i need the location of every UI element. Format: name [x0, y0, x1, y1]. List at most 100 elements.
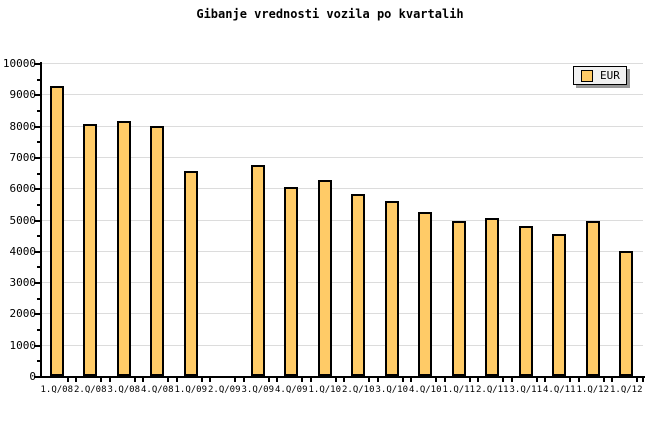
- bar-1.Q/11: [451, 221, 466, 376]
- x-axis-label: 3.Q/11: [509, 385, 542, 395]
- gridline: [42, 63, 643, 64]
- x-minor-tick: [443, 378, 446, 382]
- x-minor-tick: [142, 378, 144, 382]
- x-minor-tick: [577, 378, 580, 382]
- y-axis-label: 0: [29, 370, 36, 383]
- bar-1.Q/12: [585, 221, 600, 376]
- gridline: [42, 188, 643, 190]
- gridline: [42, 250, 643, 252]
- y-axis: [40, 62, 42, 378]
- bar-1.Q/10: [317, 180, 332, 376]
- x-minor-tick: [569, 378, 572, 382]
- y-major-tick: [34, 188, 40, 191]
- bar-3.Q/11: [518, 225, 533, 376]
- x-axis-label: 1.Q/09: [174, 385, 207, 395]
- legend-color-swatch: [581, 69, 593, 82]
- bar-3.Q/09: [250, 164, 265, 376]
- x-minor-tick: [267, 378, 270, 382]
- y-axis-label: 9000: [9, 88, 37, 102]
- x-axis-label: 2.Q/11: [475, 385, 509, 395]
- y-minor-tick: [37, 360, 40, 363]
- x-axis-label: 4.Q/10: [408, 385, 442, 395]
- y-minor-tick: [37, 172, 40, 175]
- gridline: [42, 282, 643, 284]
- y-major-tick: [34, 313, 40, 316]
- bar-4.Q/11: [552, 233, 567, 376]
- x-axis-label: 3.Q/10: [375, 385, 408, 395]
- x-minor-tick: [234, 378, 237, 382]
- gridline: [42, 156, 643, 158]
- x-minor-tick: [502, 378, 505, 382]
- bar-4.Q/10: [418, 211, 433, 376]
- x-minor-tick: [535, 378, 538, 382]
- y-major-tick: [34, 156, 40, 159]
- bar-2.Q/10: [351, 194, 366, 376]
- x-axis-label: 1.Q/11: [442, 385, 475, 395]
- y-minor-tick: [37, 203, 40, 206]
- bar-3.Q/10: [384, 200, 399, 376]
- x-minor-tick: [301, 378, 304, 382]
- x-minor-tick: [602, 378, 605, 382]
- y-axis-label: 8000: [9, 119, 37, 133]
- bar-1.Q/08: [49, 86, 64, 376]
- x-minor-tick: [368, 378, 371, 382]
- x-minor-tick: [309, 378, 312, 382]
- y-axis-label: 3000: [9, 276, 37, 290]
- y-major-tick: [34, 63, 40, 65]
- y-minor-tick: [37, 78, 40, 81]
- x-axis-label: 4.Q/08: [140, 385, 174, 395]
- bar-4.Q/08: [150, 125, 165, 376]
- x-axis-label: 2.Q/10: [341, 385, 375, 395]
- y-axis-label: 6000: [9, 182, 37, 196]
- x-minor-tick: [401, 378, 404, 382]
- gridline: [42, 125, 643, 127]
- bar-1.Q/12: [619, 250, 634, 376]
- x-minor-tick: [200, 378, 203, 382]
- x-minor-tick: [175, 378, 178, 382]
- y-axis-label: 2000: [9, 307, 37, 321]
- y-axis-label: 1000: [9, 338, 37, 352]
- y-minor-tick: [37, 297, 40, 300]
- x-minor-tick: [435, 378, 438, 382]
- y-axis-label: 7000: [9, 150, 37, 164]
- x-axis-label: 1.Q/08: [40, 385, 73, 395]
- chart-title: Gibanje vrednosti vozila po kvartalih: [196, 7, 464, 21]
- x-axis-label: 2.Q/08: [73, 385, 107, 395]
- x-minor-tick: [108, 378, 111, 382]
- x-minor-tick: [133, 378, 136, 382]
- x-axis-label: 3.Q/08: [107, 385, 140, 395]
- gridline: [42, 313, 643, 315]
- y-major-tick: [34, 94, 40, 97]
- bar-3.Q/08: [116, 120, 131, 376]
- x-minor-tick: [468, 378, 471, 382]
- x-axis-label: 4.Q/11: [542, 385, 576, 395]
- y-major-tick: [34, 250, 40, 253]
- y-major-tick: [34, 344, 40, 347]
- x-minor-tick: [477, 378, 479, 382]
- y-axis-label: 4000: [9, 244, 37, 258]
- x-axis: [40, 376, 645, 378]
- bar-2.Q/11: [485, 217, 500, 376]
- x-minor-tick: [276, 378, 278, 382]
- x-minor-tick: [167, 378, 170, 382]
- y-major-tick: [34, 219, 40, 222]
- x-minor-tick: [209, 378, 211, 382]
- x-minor-tick: [510, 378, 513, 382]
- x-minor-tick: [611, 378, 613, 382]
- x-axis-label: 1.Q/12: [609, 385, 643, 395]
- y-minor-tick: [37, 141, 40, 144]
- x-minor-tick: [636, 378, 639, 382]
- y-axis-label: 10000: [2, 57, 36, 70]
- x-minor-tick: [410, 378, 412, 382]
- y-minor-tick: [37, 235, 40, 238]
- x-axis-label: 4.Q/09: [274, 385, 308, 395]
- y-major-tick: [34, 376, 40, 378]
- y-minor-tick: [37, 109, 40, 112]
- x-minor-tick: [544, 378, 546, 382]
- gridline: [42, 344, 643, 346]
- y-axis-label: 5000: [9, 213, 37, 227]
- y-minor-tick: [37, 329, 40, 332]
- x-axis-label: 1.Q/12: [576, 385, 609, 395]
- legend-box: EUR: [573, 66, 627, 85]
- x-minor-tick: [334, 378, 337, 382]
